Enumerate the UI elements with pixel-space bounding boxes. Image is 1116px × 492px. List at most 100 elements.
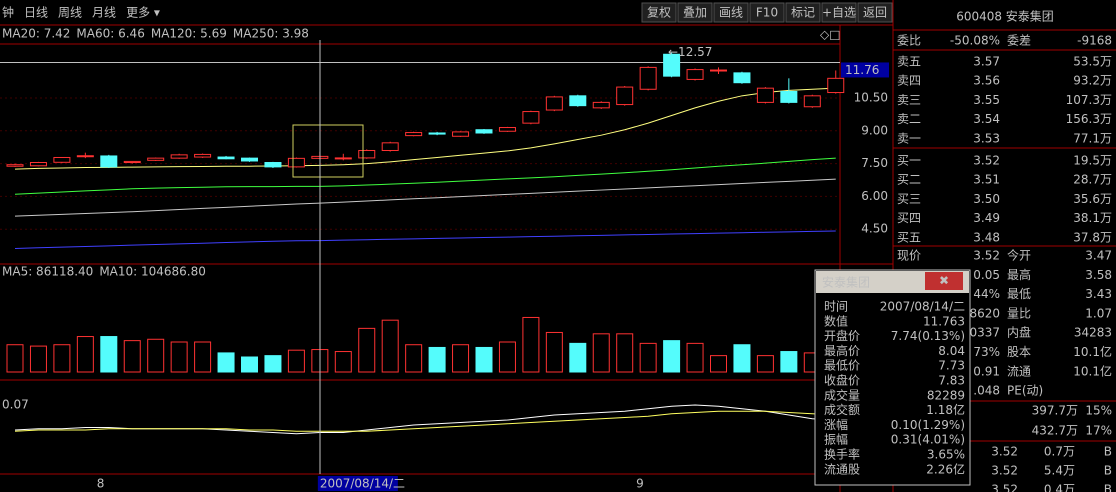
volume-bar — [639, 342, 657, 373]
icon[interactable]: ◇□ — [820, 28, 841, 42]
volume-bar — [710, 355, 727, 373]
button[interactable]: 复权 — [647, 6, 671, 20]
stat-cell: 量比 — [1007, 306, 1031, 320]
book-price: 3.53 — [973, 131, 1000, 145]
volume-bar — [334, 351, 352, 373]
ma-line — [14, 230, 836, 249]
button[interactable]: 标记 — [791, 6, 815, 20]
indicator-label: 0.07 — [2, 398, 29, 412]
candle-body — [545, 96, 563, 111]
tab[interactable]: 更多 ▾ — [126, 6, 160, 20]
tooltip-value: 2007/08/14/二 — [880, 300, 965, 314]
button[interactable]: 返回 — [863, 6, 887, 20]
tooltip-value: 82289 — [927, 388, 965, 402]
stat-cell: 现价 — [897, 249, 921, 263]
tooltip-label: 数值 — [824, 313, 848, 328]
y-tick-label: 9.00 — [861, 123, 888, 137]
selection-box — [292, 124, 364, 178]
stat-cell: 44% — [973, 287, 1000, 301]
stat-cell: 内盘 — [1007, 325, 1031, 340]
book-label: 卖三 — [897, 93, 921, 107]
book-volume: 38.1万 — [1073, 211, 1112, 225]
close-button[interactable] — [925, 272, 963, 290]
volume-bar — [100, 336, 118, 373]
trade-cell: B — [1104, 464, 1112, 478]
volume-bar — [381, 319, 399, 373]
book-volume: 77.1万 — [1073, 131, 1112, 145]
button-frame[interactable] — [857, 2, 893, 23]
y-tick-label: 7.50 — [861, 156, 888, 170]
indicator-line — [14, 410, 836, 432]
close-icon[interactable]: ✖ — [939, 274, 949, 288]
stat-cell: 0337 — [969, 326, 1000, 340]
tab[interactable]: 钟 — [2, 5, 14, 20]
stat-cell: 34283 — [1074, 326, 1112, 340]
volume-bar — [405, 344, 423, 373]
x-tick-label: 9 — [636, 477, 644, 491]
volume-bar — [264, 355, 282, 373]
button[interactable]: F10 — [756, 6, 778, 20]
button-frame[interactable] — [641, 2, 677, 23]
volume-bar — [592, 333, 610, 373]
volume-bar — [616, 333, 634, 373]
book-volume: 28.7万 — [1073, 173, 1112, 187]
tab[interactable]: 日线 — [24, 6, 48, 20]
stat-cell: 8620 — [969, 306, 1000, 320]
candle-body — [217, 156, 235, 160]
book-price: 3.55 — [973, 93, 1000, 107]
stock-title: 600408 安泰集团 — [956, 9, 1054, 24]
candle-body — [123, 160, 141, 164]
button-frame[interactable] — [713, 2, 749, 23]
candle-body — [827, 77, 845, 94]
volume-bar — [663, 340, 681, 373]
tooltip-value: 7.74(0.13%) — [891, 329, 965, 343]
stat-cell: 股本 — [1007, 345, 1031, 359]
button[interactable]: +自选 — [822, 6, 856, 20]
volume-bar — [194, 341, 212, 373]
volume-bar — [498, 341, 516, 373]
tooltip-label: 时间 — [824, 300, 848, 314]
tooltip-value: 2.26亿 — [926, 461, 965, 476]
candle-body — [241, 157, 258, 162]
tooltip-value: 1.18亿 — [926, 402, 965, 417]
x-tick-label: 2007/08/14/二 — [320, 477, 405, 491]
volume-bar — [287, 349, 305, 373]
candle-body — [686, 69, 704, 80]
trade-cell: 3.52 — [991, 464, 1018, 478]
stat-cell: 最低 — [1007, 287, 1031, 301]
book-price: 3.52 — [973, 154, 1000, 168]
flow-pct: 17% — [1085, 424, 1112, 438]
y-tick-label: 4.50 — [861, 222, 888, 236]
peak-label: ←12.57 — [668, 45, 712, 59]
y-tick-label: 6.00 — [861, 189, 888, 203]
button-frame[interactable] — [821, 2, 857, 23]
stat-cell: 今开 — [1007, 248, 1031, 263]
tooltip-value: 0.31(4.01%) — [891, 433, 965, 447]
tooltip-label: 涨幅 — [824, 417, 848, 432]
ma-label: MA250: 3.98 — [233, 27, 309, 41]
button[interactable]: 画线 — [719, 6, 743, 20]
button-frame[interactable] — [785, 2, 821, 23]
candle-body — [592, 101, 610, 109]
button-frame[interactable] — [749, 2, 785, 23]
trade-cell: B — [1104, 483, 1112, 492]
volume-bar — [428, 346, 446, 373]
ma-line — [14, 87, 836, 170]
tab[interactable]: 月线 — [92, 6, 116, 20]
trade-cell: 3.52 — [991, 483, 1018, 492]
book-price: 3.57 — [973, 55, 1000, 69]
button-frame[interactable] — [677, 2, 713, 23]
candle-body — [287, 157, 305, 168]
button[interactable]: 叠加 — [683, 6, 707, 20]
ma-line — [14, 178, 836, 217]
volume-bar — [452, 344, 470, 373]
tab[interactable]: 周线 — [58, 6, 82, 20]
tooltip-value: 7.73 — [938, 359, 965, 373]
volume-bar — [123, 340, 141, 373]
stat-cell: .048 — [973, 384, 1000, 398]
candle-body — [663, 53, 681, 77]
x-tick-label: 8 — [97, 477, 105, 491]
candle-body — [452, 131, 470, 137]
volume-bar — [29, 345, 47, 373]
